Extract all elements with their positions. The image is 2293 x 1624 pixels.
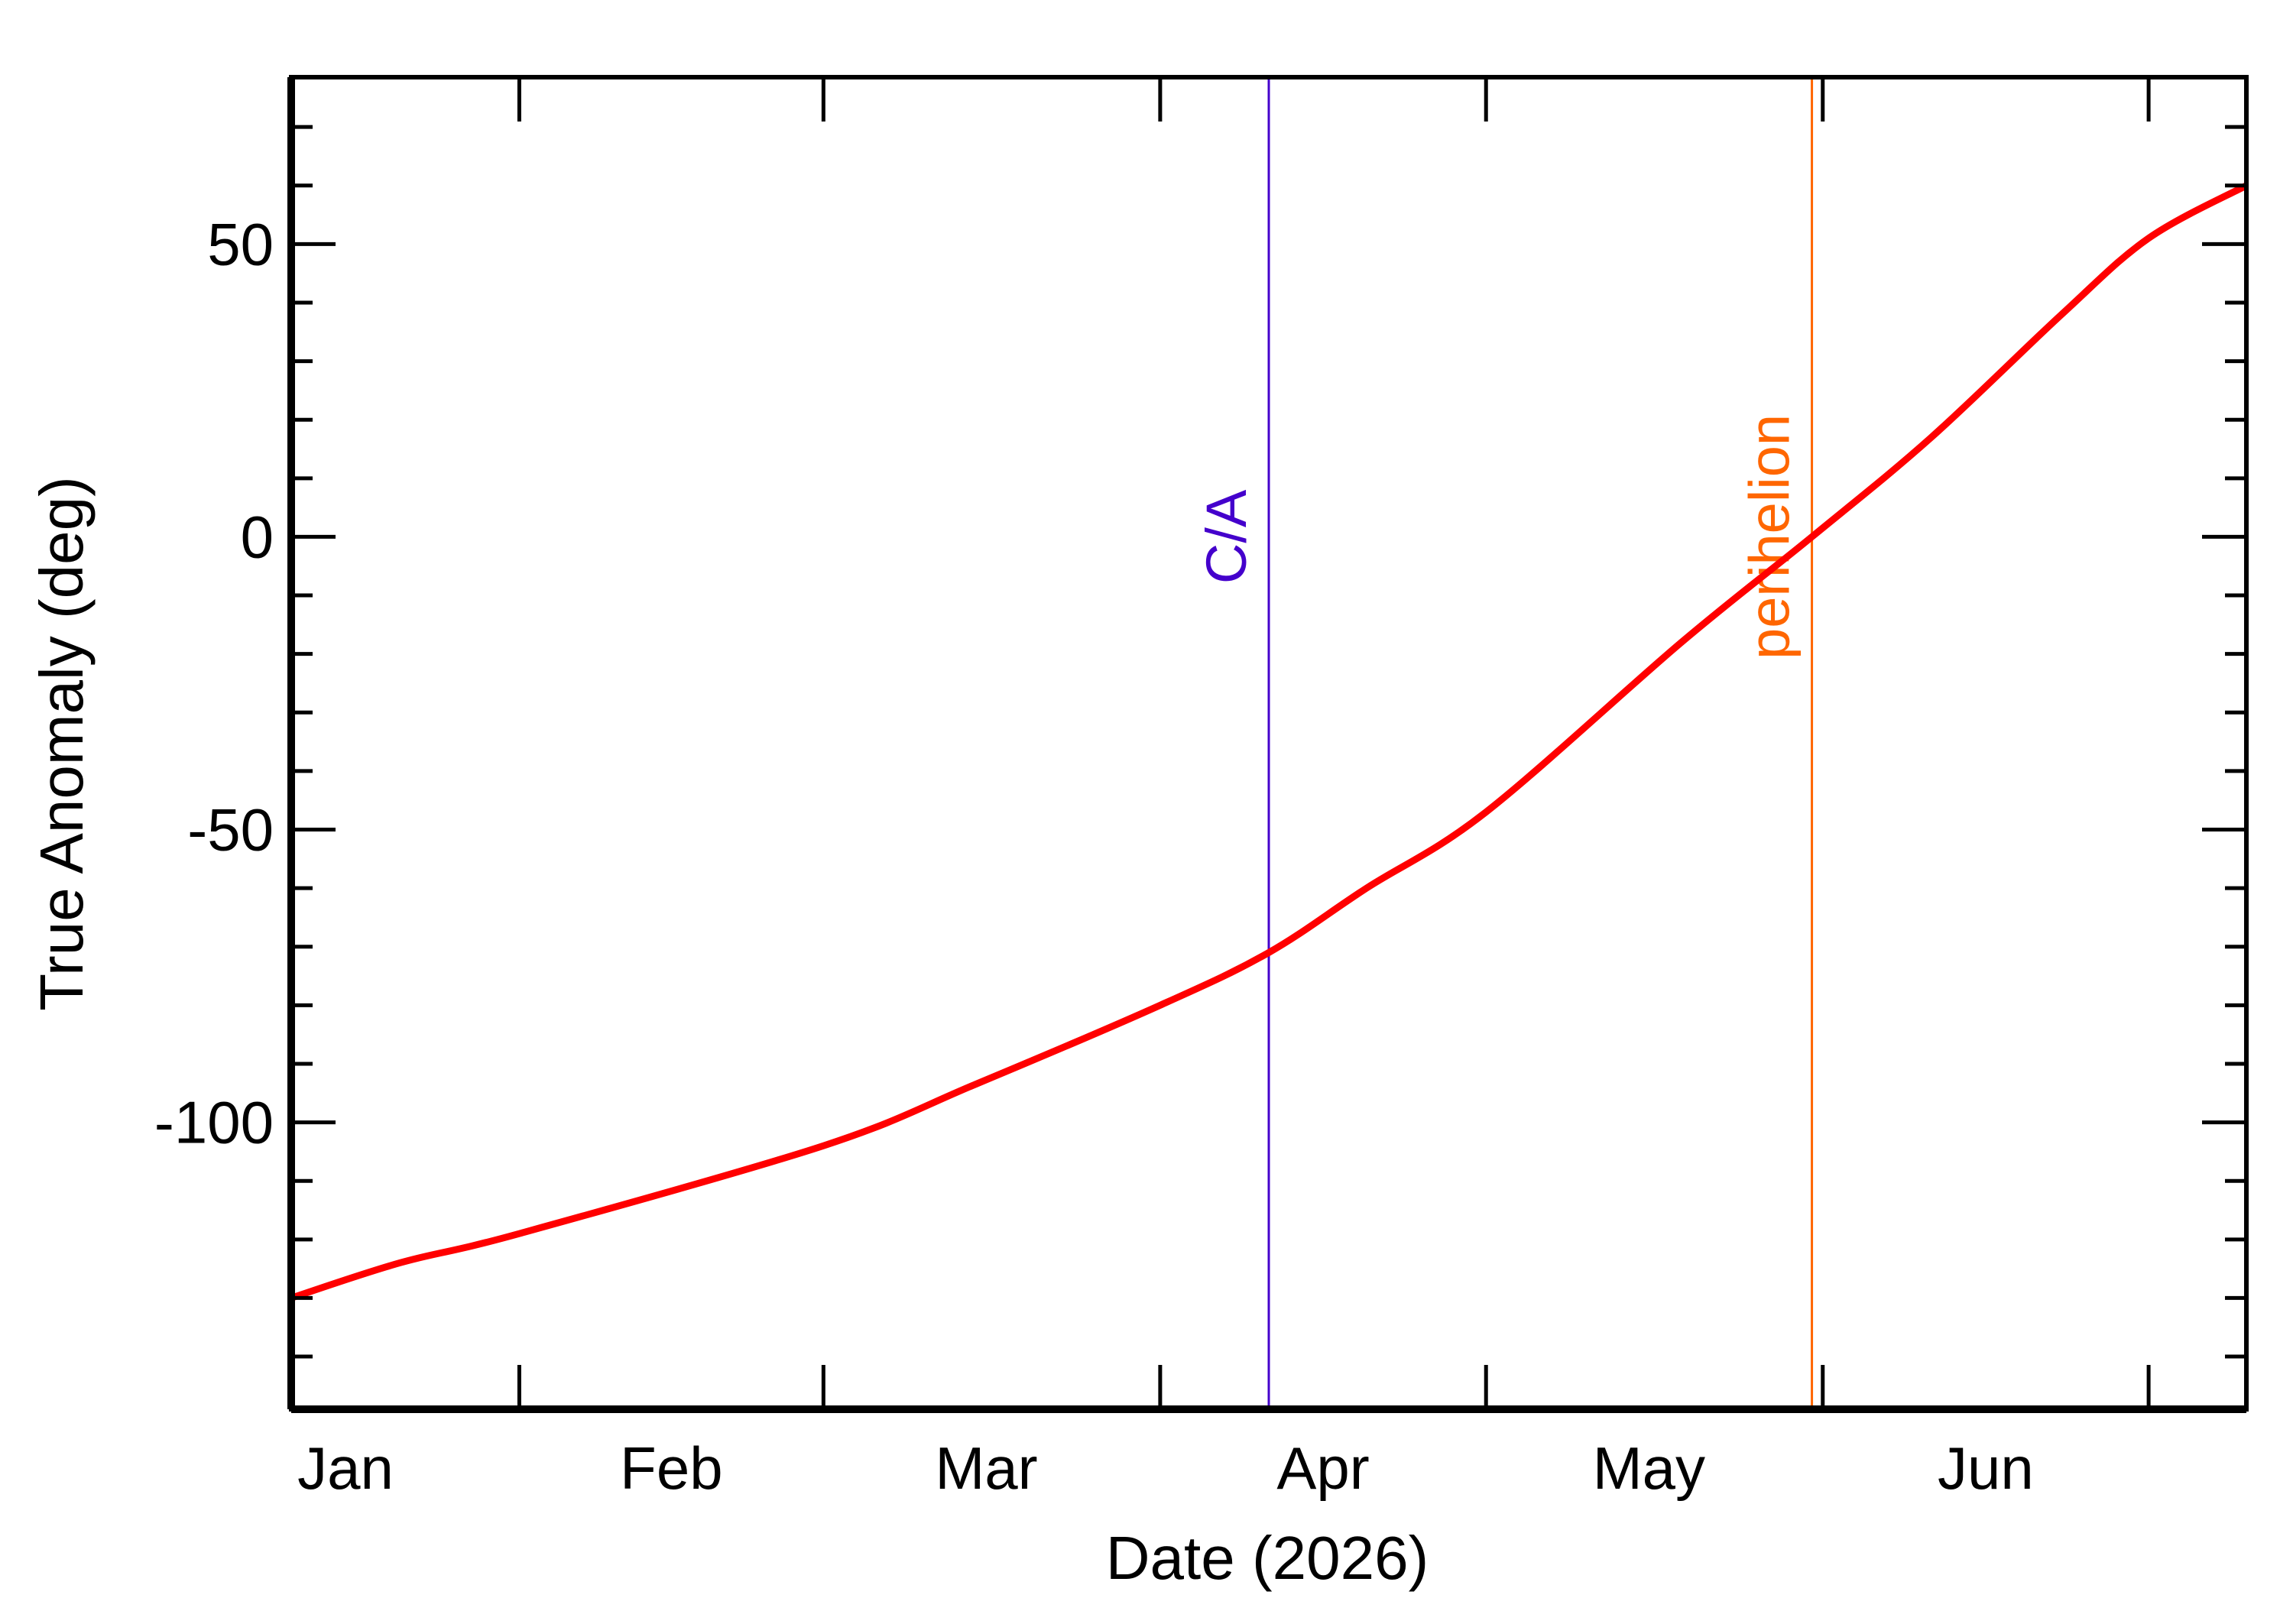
y-tick-label: 0 [241, 503, 274, 570]
x-tick-label: Jan [297, 1434, 394, 1502]
x-tick-label: Feb [620, 1434, 722, 1502]
y-tick-label: -50 [187, 796, 274, 864]
x-axis-label: Date (2026) [1106, 1524, 1429, 1592]
x-tick-label: Mar [935, 1434, 1037, 1502]
x-tick-label: May [1593, 1434, 1705, 1502]
marker-label: C/A [1195, 489, 1258, 584]
x-tick-label: Jun [1938, 1434, 2034, 1502]
series-line [290, 182, 2249, 1301]
marker-label: perihelion [1738, 414, 1802, 660]
y-tick-label: 50 [207, 210, 274, 277]
y-tick-label: -100 [154, 1089, 274, 1156]
y-axis-label: True Anomaly (deg) [28, 476, 96, 1011]
x-tick-label: Apr [1276, 1434, 1369, 1502]
